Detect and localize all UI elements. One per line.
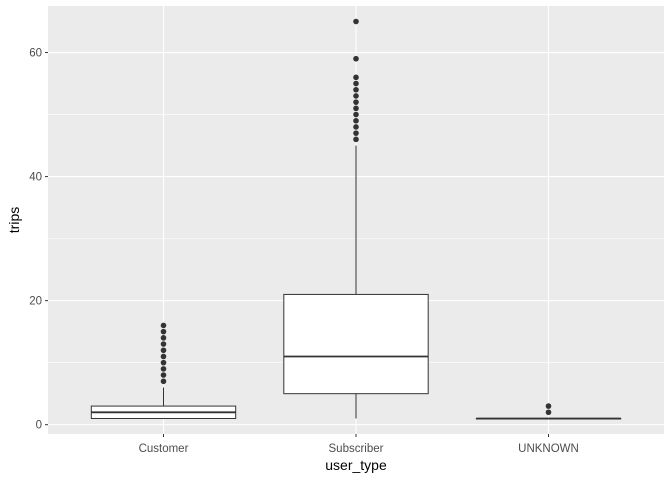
y-tick-label: 40 xyxy=(29,172,42,184)
outlier-point xyxy=(353,86,359,93)
outlier-point xyxy=(160,372,167,378)
box-unknown xyxy=(475,403,622,420)
x-axis-title: user_type xyxy=(325,457,387,473)
box-customer xyxy=(90,322,237,419)
outlier-point xyxy=(353,117,359,124)
outlier-point xyxy=(353,136,359,143)
outlier-point xyxy=(160,341,167,347)
outlier-point xyxy=(353,93,359,99)
y-axis: 0 20 40 60 xyxy=(29,48,48,432)
y-tick-label: 0 xyxy=(36,420,42,432)
outlier-point xyxy=(545,409,552,416)
outlier-point xyxy=(160,353,167,360)
y-tick-label: 20 xyxy=(29,296,42,308)
boxes xyxy=(90,18,622,420)
outlier-point xyxy=(160,335,167,341)
outlier-point xyxy=(353,74,359,81)
outlier-point xyxy=(160,347,167,354)
outlier-point xyxy=(160,366,167,372)
box-iqr xyxy=(283,293,429,395)
outlier-point xyxy=(353,55,359,62)
outlier-point xyxy=(545,403,552,409)
outlier-point xyxy=(160,322,167,329)
outlier-point xyxy=(353,124,359,130)
outlier-point xyxy=(353,80,359,87)
outlier-point xyxy=(160,378,167,385)
x-axis: Customer Subscriber UNKNOWN xyxy=(139,434,579,455)
outlier-point xyxy=(353,130,359,136)
y-axis-title: trips xyxy=(6,207,22,233)
outlier-point xyxy=(353,18,359,25)
y-tick-label: 60 xyxy=(29,48,42,60)
outlier-point xyxy=(353,99,359,105)
box-subscriber xyxy=(283,18,429,419)
outlier-point xyxy=(353,111,359,118)
outlier-point xyxy=(160,359,167,366)
x-tick-label: Customer xyxy=(139,443,189,455)
x-tick-label: Subscriber xyxy=(329,443,384,455)
outlier-point xyxy=(353,105,359,112)
outlier-point xyxy=(160,328,167,335)
x-tick-label: UNKNOWN xyxy=(518,443,579,455)
